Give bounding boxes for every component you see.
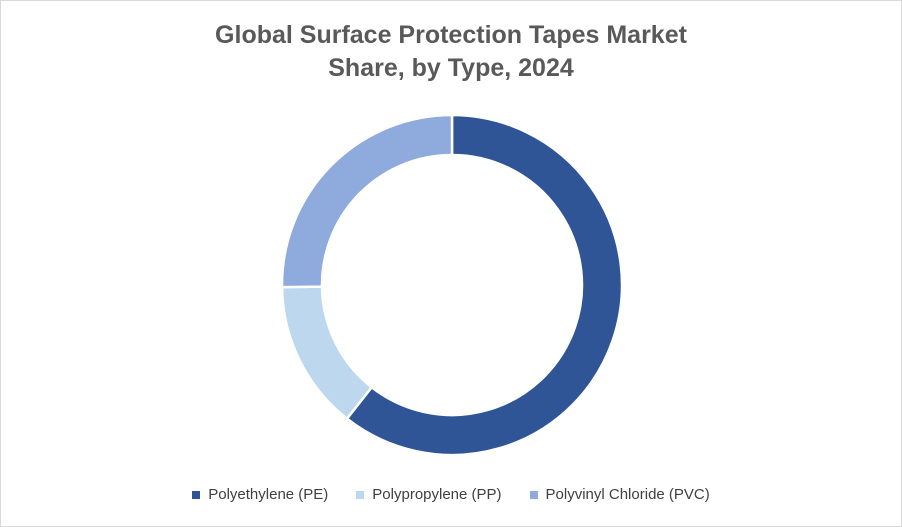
legend-swatch-pvc (529, 491, 538, 499)
chart-title-line-1: Global Surface Protection Tapes Market (215, 21, 687, 49)
donut-slice-pvc (280, 113, 454, 289)
chart-title-line-2: Share, by Type, 2024 (328, 54, 574, 82)
donut-slice-pe (345, 113, 624, 457)
legend-label-pe: Polyethylene (PE) (208, 486, 329, 503)
legend-item-pe: Polyethylene (PE) (192, 485, 328, 505)
legend-label-pp: Polypropylene (PP) (372, 486, 502, 503)
legend-item-pp: Polypropylene (PP) (356, 485, 502, 505)
donut-slice-pp (280, 285, 374, 421)
legend-swatch-pp (356, 491, 365, 499)
chart-legend: Polyethylene (PE) Polypropylene (PP) Pol… (1, 485, 901, 505)
legend-swatch-pe (192, 491, 201, 499)
chart-title: Global Surface Protection Tapes Market S… (1, 19, 901, 85)
legend-item-pvc: Polyvinyl Chloride (PVC) (529, 485, 710, 505)
legend-label-pvc: Polyvinyl Chloride (PVC) (545, 486, 710, 503)
